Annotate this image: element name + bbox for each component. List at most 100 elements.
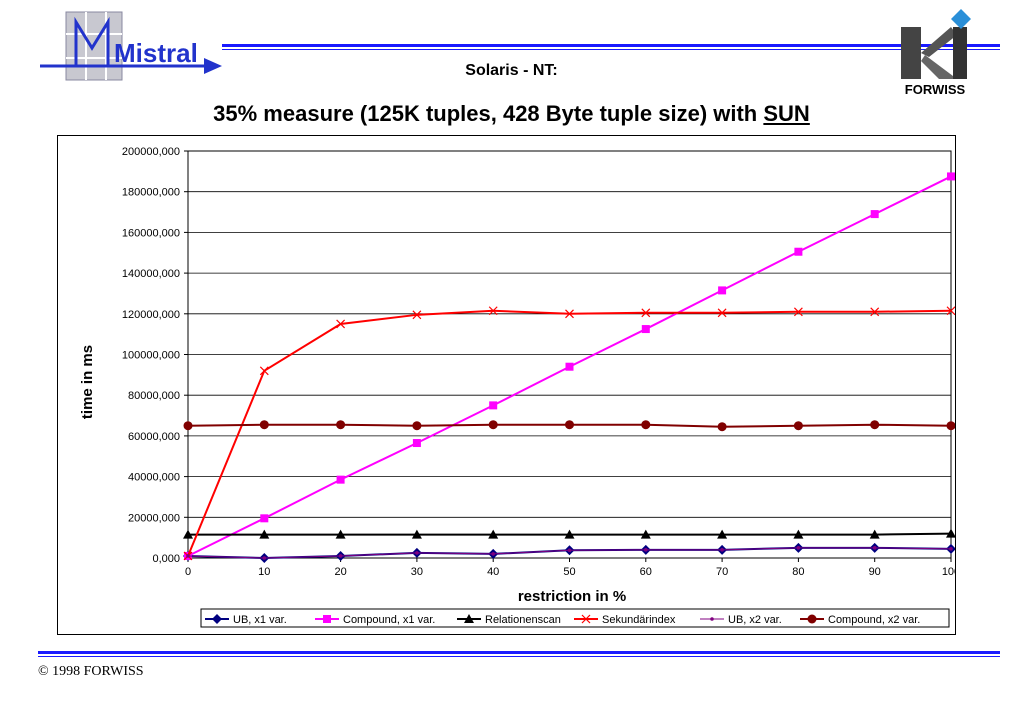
- header-rule: [222, 44, 1000, 47]
- slide-title: 35% measure (125K tuples, 428 Byte tuple…: [0, 101, 1023, 127]
- data-point-s2-5: [564, 529, 575, 539]
- axis-layer: 0,000 20000,000 40000,000 60000,000 80000,00…: [122, 146, 960, 578]
- data-point-s2-0: [183, 529, 193, 539]
- footer-rule: [38, 651, 1000, 654]
- data-point-s2-10: [946, 528, 956, 538]
- chart-frame: 0,000 20000,000 40000,000 60000,000 80000,00…: [57, 135, 960, 635]
- x-tick-label-6: 60: [640, 566, 652, 578]
- y-tick-label-0: 0,000: [152, 553, 180, 565]
- data-point-s4-8: [796, 546, 801, 550]
- series-layer: [183, 172, 956, 563]
- x-tick-label-8: 80: [792, 566, 804, 578]
- data-point-s4-10: [949, 547, 953, 551]
- header-rule-thin: [222, 49, 1000, 50]
- data-point-s1-8: [794, 247, 803, 256]
- data-point-s2-2: [335, 529, 346, 539]
- footer-rule-thin: [38, 656, 1000, 657]
- data-point-s2-7: [717, 529, 728, 539]
- legend-marker-1: [323, 615, 331, 623]
- data-point-s2-1: [259, 529, 270, 539]
- title-main: 35% measure (125K tuples, 428 Byte tuple…: [213, 101, 764, 126]
- grid-layer: [188, 150, 951, 559]
- data-point-s1-7: [718, 286, 727, 295]
- data-point-s5-2: [336, 420, 346, 430]
- y-tick-label-1: 20000,000: [128, 512, 180, 524]
- legend-marker-3: [581, 614, 591, 624]
- data-point-s5-8: [793, 421, 803, 431]
- legend-marker-0: [212, 614, 222, 624]
- legend: UB, x1 var. Compound, x1 var. Relationensc…: [200, 608, 950, 628]
- data-point-s3-6: [641, 308, 651, 318]
- data-point-s1-4: [489, 401, 498, 410]
- series-line-3: [187, 309, 952, 557]
- data-point-s3-2: [336, 319, 346, 329]
- data-point-s4-5: [567, 548, 572, 553]
- legend-marker-5: [807, 614, 817, 624]
- legend-label-2: Relationenscan: [485, 614, 561, 626]
- forwiss-logo: [901, 9, 971, 79]
- legend-label-1: Compound, x1 var.: [343, 614, 435, 626]
- y-tick-label-7: 140000,000: [122, 268, 180, 280]
- data-point-s3-10: [946, 306, 956, 316]
- y-tick-label-9: 180000,000: [122, 187, 180, 199]
- data-point-s4-2: [338, 554, 343, 558]
- data-point-s3-4: [488, 306, 498, 316]
- x-tick-label-1: 10: [258, 566, 270, 578]
- data-point-s5-10: [946, 421, 956, 431]
- x-tick-label-9: 90: [869, 566, 881, 578]
- data-point-s2-8: [793, 529, 804, 539]
- x-tick-label-4: 40: [487, 566, 499, 578]
- x-axis-label: restriction in %: [518, 588, 626, 605]
- legend-marker-2: [464, 614, 474, 623]
- data-point-s4-9: [872, 546, 877, 550]
- data-point-s3-9: [870, 307, 880, 317]
- slide-subtitle: Solaris - NT:: [465, 62, 558, 79]
- legend-marker-4: [710, 617, 714, 621]
- data-point-s5-6: [641, 420, 651, 430]
- line-chart: 0,000 20000,000 40000,000 60000,000 80000,00…: [79, 146, 960, 628]
- data-point-s3-5: [565, 309, 574, 319]
- data-point-s3-1: [259, 366, 269, 376]
- y-tick-label-2: 40000,000: [128, 472, 180, 484]
- y-tick-label-4: 80000,000: [128, 390, 180, 402]
- legend-label-3: Sekundärindex: [602, 614, 676, 626]
- data-point-s5-0: [183, 421, 193, 431]
- data-point-s1-2: [336, 475, 345, 484]
- data-point-s5-5: [565, 420, 574, 430]
- y-axis-label: time in ms: [79, 345, 96, 419]
- data-point-s1-5: [565, 362, 574, 371]
- data-point-s2-3: [411, 529, 422, 539]
- data-point-s4-3: [415, 551, 419, 555]
- data-point-s4-1: [262, 556, 267, 560]
- data-point-s3-3: [412, 310, 422, 320]
- data-point-s5-3: [412, 421, 422, 431]
- data-point-s5-9: [870, 420, 880, 430]
- data-point-s1-10: [947, 172, 955, 181]
- legend-label-4: UB, x2 var.: [728, 614, 782, 626]
- title-underlined: SUN: [763, 101, 810, 126]
- data-point-s5-4: [488, 420, 498, 430]
- x-tick-label-2: 20: [334, 566, 346, 578]
- mistral-logo-text: Mistral: [114, 38, 198, 68]
- x-tick-label-7: 70: [716, 566, 728, 578]
- data-point-s4-0: [186, 554, 190, 558]
- footer-copyright: © 1998 FORWISS: [38, 664, 144, 679]
- data-point-s2-9: [869, 529, 880, 539]
- data-point-s5-7: [717, 422, 727, 432]
- x-tick-label-3: 30: [411, 566, 423, 578]
- data-point-s4-4: [491, 552, 496, 556]
- y-tick-label-3: 60000,000: [128, 431, 180, 443]
- data-point-s1-1: [260, 514, 269, 523]
- forwiss-label: FORWISS: [904, 82, 966, 97]
- data-point-s3-8: [793, 307, 803, 317]
- data-point-s2-4: [488, 529, 499, 539]
- x-tick-label-5: 50: [563, 566, 575, 578]
- x-tick-label-0: 0: [185, 566, 191, 578]
- data-point-s4-6: [644, 548, 648, 552]
- y-tick-label-8: 160000,000: [122, 227, 180, 239]
- data-point-s1-3: [412, 439, 421, 448]
- legend-label-0: UB, x1 var.: [233, 614, 287, 626]
- mistral-logo: Mistral: [40, 11, 222, 81]
- y-tick-label-10: 200000,000: [122, 146, 180, 158]
- data-point-s4-7: [720, 548, 724, 552]
